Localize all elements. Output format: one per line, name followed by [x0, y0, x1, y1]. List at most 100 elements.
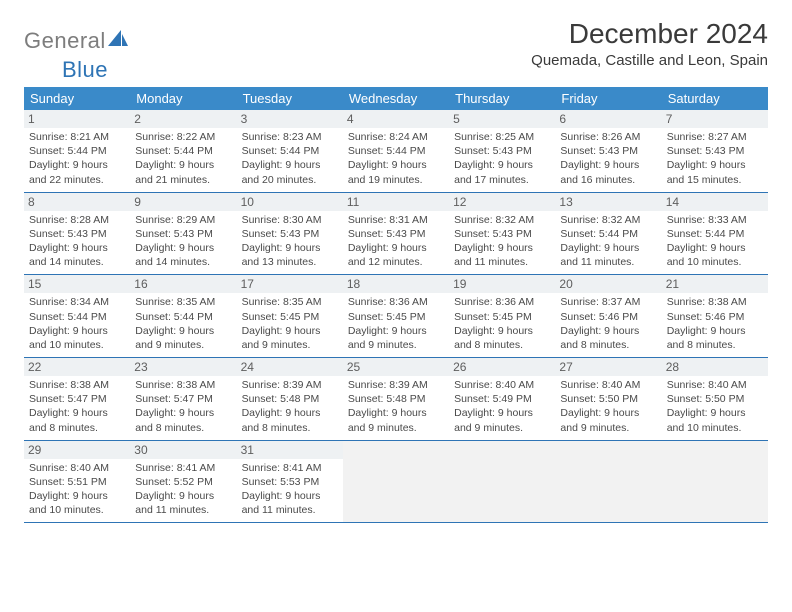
- calendar-cell: 8Sunrise: 8:28 AMSunset: 5:43 PMDaylight…: [24, 192, 130, 275]
- day-number: 30: [130, 441, 236, 459]
- logo-text-general: General: [24, 28, 106, 54]
- location: Quemada, Castille and Leon, Spain: [531, 52, 768, 69]
- day-number: 23: [130, 358, 236, 376]
- day-number: 29: [24, 441, 130, 459]
- day-data: Sunrise: 8:21 AMSunset: 5:44 PMDaylight:…: [28, 130, 126, 187]
- calendar-cell: 14Sunrise: 8:33 AMSunset: 5:44 PMDayligh…: [662, 192, 768, 275]
- day-number: 25: [343, 358, 449, 376]
- day-data: Sunrise: 8:39 AMSunset: 5:48 PMDaylight:…: [347, 378, 445, 435]
- calendar-cell: 4Sunrise: 8:24 AMSunset: 5:44 PMDaylight…: [343, 110, 449, 192]
- day-number: 19: [449, 275, 555, 293]
- day-data: Sunrise: 8:38 AMSunset: 5:47 PMDaylight:…: [134, 378, 232, 435]
- day-number: 28: [662, 358, 768, 376]
- weekday-header: Thursday: [449, 87, 555, 110]
- calendar-cell: 31 Sunrise: 8:41 AMSunset: 5:53 PMDayligh…: [237, 440, 343, 523]
- day-number: 24: [237, 358, 343, 376]
- calendar-cell: 3 Sunrise: 8:23 AMSunset: 5:44 PMDaylight…: [237, 110, 343, 192]
- day-data: Sunrise: 8:23 AMSunset: 5:44 PMDaylight:…: [241, 130, 339, 187]
- day-data: Sunrise: 8:41 AMSunset: 5:53 PMDaylight:…: [241, 461, 339, 518]
- day-number: 15: [24, 275, 130, 293]
- day-number: 27: [555, 358, 661, 376]
- day-number: 20: [555, 275, 661, 293]
- weekday-header: Friday: [555, 87, 661, 110]
- day-data: Sunrise: 8:35 AMSunset: 5:44 PMDaylight:…: [134, 295, 232, 352]
- calendar-cell: 20 Sunrise: 8:37 AMSunset: 5:46 PMDayligh…: [555, 275, 661, 358]
- day-data: Sunrise: 8:29 AMSunset: 5:43 PMDaylight:…: [134, 213, 232, 270]
- calendar-cell: 29 Sunrise: 8:40 AMSunset: 5:51 PMDayligh…: [24, 440, 130, 523]
- calendar-cell: 25 Sunrise: 8:39 AMSunset: 5:48 PMDayligh…: [343, 358, 449, 441]
- calendar-row: 1 Sunrise: 8:21 AMSunset: 5:44 PMDaylight…: [24, 110, 768, 192]
- day-number: 5: [449, 110, 555, 128]
- calendar-cell: 15Sunrise: 8:34 AMSunset: 5:44 PMDayligh…: [24, 275, 130, 358]
- day-data: Sunrise: 8:37 AMSunset: 5:46 PMDaylight:…: [559, 295, 657, 352]
- day-number: 3: [237, 110, 343, 128]
- calendar-cell: 24Sunrise: 8:39 AMSunset: 5:48 PMDayligh…: [237, 358, 343, 441]
- day-data: Sunrise: 8:40 AMSunset: 5:50 PMDaylight:…: [666, 378, 764, 435]
- day-number: 16: [130, 275, 236, 293]
- day-data: Sunrise: 8:27 AMSunset: 5:43 PMDaylight:…: [666, 130, 764, 187]
- calendar-body: 1 Sunrise: 8:21 AMSunset: 5:44 PMDaylight…: [24, 110, 768, 523]
- day-number: 13: [555, 193, 661, 211]
- day-number: 26: [449, 358, 555, 376]
- day-data: Sunrise: 8:38 AMSunset: 5:47 PMDaylight:…: [28, 378, 126, 435]
- logo-text-blue: Blue: [62, 57, 108, 82]
- weekday-header: Saturday: [662, 87, 768, 110]
- logo: General: [24, 18, 128, 54]
- day-number: 18: [343, 275, 449, 293]
- day-data: Sunrise: 8:40 AMSunset: 5:51 PMDaylight:…: [28, 461, 126, 518]
- day-number: 2: [130, 110, 236, 128]
- calendar-cell: 5 Sunrise: 8:25 AMSunset: 5:43 PMDaylight…: [449, 110, 555, 192]
- day-data: Sunrise: 8:41 AMSunset: 5:52 PMDaylight:…: [134, 461, 232, 518]
- day-data: Sunrise: 8:22 AMSunset: 5:44 PMDaylight:…: [134, 130, 232, 187]
- day-data: Sunrise: 8:32 AMSunset: 5:44 PMDaylight:…: [559, 213, 657, 270]
- calendar-cell: 9Sunrise: 8:29 AMSunset: 5:43 PMDaylight…: [130, 192, 236, 275]
- title-block: December 2024 Quemada, Castille and Leon…: [531, 18, 768, 69]
- month-title: December 2024: [531, 18, 768, 50]
- calendar-cell: [555, 440, 661, 523]
- weekday-header: Wednesday: [343, 87, 449, 110]
- weekday-header-row: SundayMondayTuesdayWednesdayThursdayFrid…: [24, 87, 768, 110]
- calendar-cell: [343, 440, 449, 523]
- calendar-cell: 10 Sunrise: 8:30 AMSunset: 5:43 PMDayligh…: [237, 192, 343, 275]
- day-number: 8: [24, 193, 130, 211]
- calendar-cell: 16 Sunrise: 8:35 AMSunset: 5:44 PMDayligh…: [130, 275, 236, 358]
- day-data: Sunrise: 8:31 AMSunset: 5:43 PMDaylight:…: [347, 213, 445, 270]
- calendar-cell: 21Sunrise: 8:38 AMSunset: 5:46 PMDayligh…: [662, 275, 768, 358]
- day-data: Sunrise: 8:36 AMSunset: 5:45 PMDaylight:…: [453, 295, 551, 352]
- weekday-header: Monday: [130, 87, 236, 110]
- day-number: 21: [662, 275, 768, 293]
- calendar-cell: [449, 440, 555, 523]
- day-number: 6: [555, 110, 661, 128]
- calendar-cell: 26 Sunrise: 8:40 AMSunset: 5:49 PMDayligh…: [449, 358, 555, 441]
- day-number: 1: [24, 110, 130, 128]
- day-data: Sunrise: 8:33 AMSunset: 5:44 PMDaylight:…: [666, 213, 764, 270]
- calendar-cell: 19 Sunrise: 8:36 AMSunset: 5:45 PMDayligh…: [449, 275, 555, 358]
- calendar-cell: 2 Sunrise: 8:22 AMSunset: 5:44 PMDaylight…: [130, 110, 236, 192]
- day-data: Sunrise: 8:36 AMSunset: 5:45 PMDaylight:…: [347, 295, 445, 352]
- calendar-cell: 1 Sunrise: 8:21 AMSunset: 5:44 PMDaylight…: [24, 110, 130, 192]
- day-number: 10: [237, 193, 343, 211]
- calendar-cell: 12Sunrise: 8:32 AMSunset: 5:43 PMDayligh…: [449, 192, 555, 275]
- day-number: 17: [237, 275, 343, 293]
- calendar-cell: [662, 440, 768, 523]
- calendar-cell: 28 Sunrise: 8:40 AMSunset: 5:50 PMDayligh…: [662, 358, 768, 441]
- day-data: Sunrise: 8:30 AMSunset: 5:43 PMDaylight:…: [241, 213, 339, 270]
- day-data: Sunrise: 8:24 AMSunset: 5:44 PMDaylight:…: [347, 130, 445, 187]
- calendar-row: 15Sunrise: 8:34 AMSunset: 5:44 PMDayligh…: [24, 275, 768, 358]
- calendar-row: 29 Sunrise: 8:40 AMSunset: 5:51 PMDayligh…: [24, 440, 768, 523]
- day-number: 7: [662, 110, 768, 128]
- calendar-cell: 30 Sunrise: 8:41 AMSunset: 5:52 PMDayligh…: [130, 440, 236, 523]
- weekday-header: Tuesday: [237, 87, 343, 110]
- day-data: Sunrise: 8:25 AMSunset: 5:43 PMDaylight:…: [453, 130, 551, 187]
- calendar-cell: 11 Sunrise: 8:31 AMSunset: 5:43 PMDayligh…: [343, 192, 449, 275]
- day-number: 12: [449, 193, 555, 211]
- day-number: 11: [343, 193, 449, 211]
- day-data: Sunrise: 8:40 AMSunset: 5:49 PMDaylight:…: [453, 378, 551, 435]
- day-number: 31: [237, 441, 343, 459]
- day-data: Sunrise: 8:35 AMSunset: 5:45 PMDaylight:…: [241, 295, 339, 352]
- calendar-cell: 7 Sunrise: 8:27 AMSunset: 5:43 PMDaylight…: [662, 110, 768, 192]
- calendar-row: 8Sunrise: 8:28 AMSunset: 5:43 PMDaylight…: [24, 192, 768, 275]
- calendar-cell: 18 Sunrise: 8:36 AMSunset: 5:45 PMDayligh…: [343, 275, 449, 358]
- weekday-header: Sunday: [24, 87, 130, 110]
- calendar-row: 22Sunrise: 8:38 AMSunset: 5:47 PMDayligh…: [24, 358, 768, 441]
